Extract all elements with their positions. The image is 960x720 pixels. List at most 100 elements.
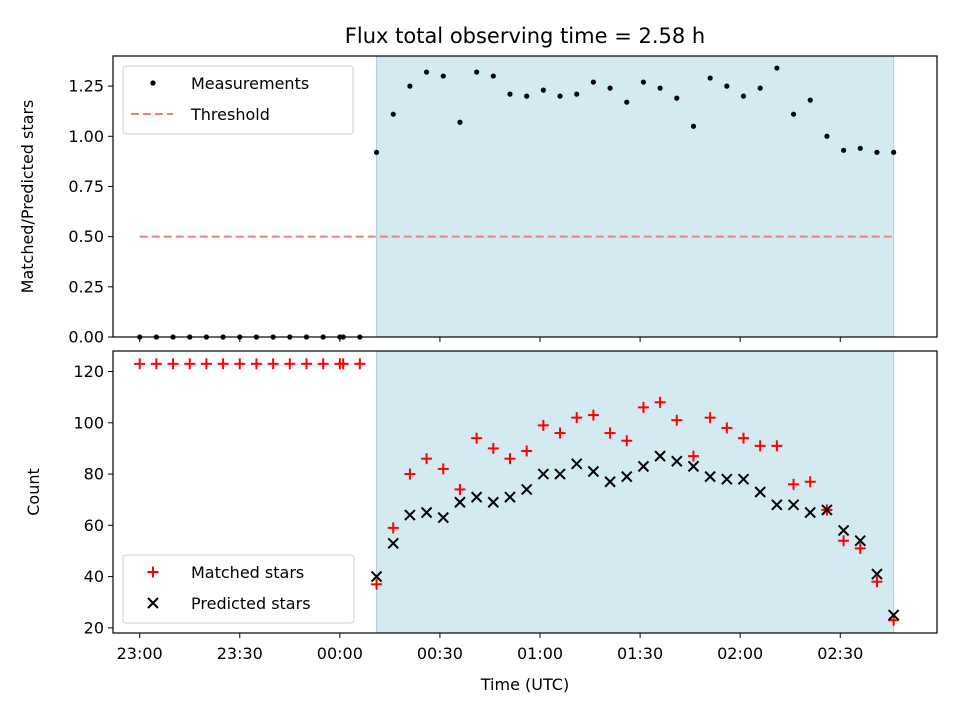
data-point [787,499,800,511]
data-point-b [520,483,533,496]
data-point [887,609,900,621]
data-point [737,473,750,485]
data-point-b [621,470,633,483]
data-point [423,69,430,75]
data-point [184,358,196,370]
data-point [200,358,212,370]
data-point [487,496,500,508]
legend: Measurements Threshold [122,65,354,135]
x-tick-label: 00:00 [317,644,363,663]
data-point [337,358,349,370]
plot-frame [112,350,938,634]
data-point [790,111,797,117]
data-point [504,491,516,503]
data-point [470,491,483,503]
data-point [590,79,596,85]
legend-label: Predicted stars [191,594,311,613]
data-point [504,453,516,465]
data-point-b [454,496,466,508]
data-point [284,358,296,370]
top-panel: 0.00 0.25 0.50 0.75 1.00 1.25 Matched/Predicte… [18,55,938,347]
data-point [521,445,533,457]
data-point [574,91,580,97]
data-point [554,468,566,480]
data-point [871,568,883,580]
y-tick-label: 0.50 [68,227,104,246]
legend-swatch [147,597,159,609]
data-point [474,69,480,75]
data-point-b [487,496,500,508]
data-point [587,465,600,478]
x-tick-label: 23:00 [117,644,163,663]
observing-span [376,351,894,633]
data-point [587,409,599,421]
legend-box [122,554,355,624]
data-point-b [887,609,900,621]
data-point [740,93,747,99]
series-matched-stars [134,358,900,626]
data-point [824,133,830,139]
data-point [754,440,766,452]
data-point [300,358,312,370]
data-point [604,476,616,488]
y-tick-label: 20 [84,618,104,637]
data-point [354,358,366,370]
data-point [554,427,566,439]
x-tick-label: 02:00 [717,644,763,663]
data-point-b [804,506,816,519]
data-point [557,93,563,99]
legend-swatch-b [147,597,159,609]
data-point [657,85,663,91]
data-point-b [420,506,433,519]
data-point [250,358,262,370]
data-point [134,358,146,370]
data-point [487,442,499,454]
data-point [387,522,399,534]
data-point [674,95,680,101]
data-point [654,450,666,462]
data-point-b [470,491,483,503]
data-point [891,149,897,155]
data-point [537,468,550,480]
data-point [571,412,583,424]
data-point [407,83,413,89]
data-point [607,85,613,91]
data-point [838,535,850,547]
bottom-panel: 20 40 60 80 100 120 23:00 23:30 00:00 00:30 01:00 0… [24,350,938,663]
y-tick-label: 60 [84,516,104,535]
data-point [637,460,650,473]
data-point [738,432,750,444]
data-point [150,358,162,370]
data-point [421,453,433,465]
legend-swatch [150,80,156,86]
data-point [390,111,396,117]
data-point [471,432,483,444]
data-point-b [837,524,850,537]
data-point [621,435,633,447]
data-point [437,511,449,524]
data-point-b [787,499,800,511]
data-point [754,486,766,498]
x-tick-label: 01:30 [617,644,663,663]
series-predicted-stars [370,450,900,621]
data-point [871,576,883,588]
data-point [757,85,763,91]
y-tick-label: 1.00 [68,127,104,146]
data-point [854,535,866,547]
legend-box [122,65,354,135]
data-point [437,463,449,475]
x-tick-label: 00:30 [417,644,463,663]
data-point [821,504,833,516]
data-point [454,496,466,508]
data-point-b [854,535,866,547]
data-point-b [587,465,600,478]
data-point [637,401,649,413]
y-tick-label: 0.25 [68,277,104,296]
data-point [704,412,716,424]
data-point [167,358,179,370]
data-point [788,478,800,490]
data-point [371,578,383,590]
data-point [234,358,246,370]
data-point [837,524,850,537]
